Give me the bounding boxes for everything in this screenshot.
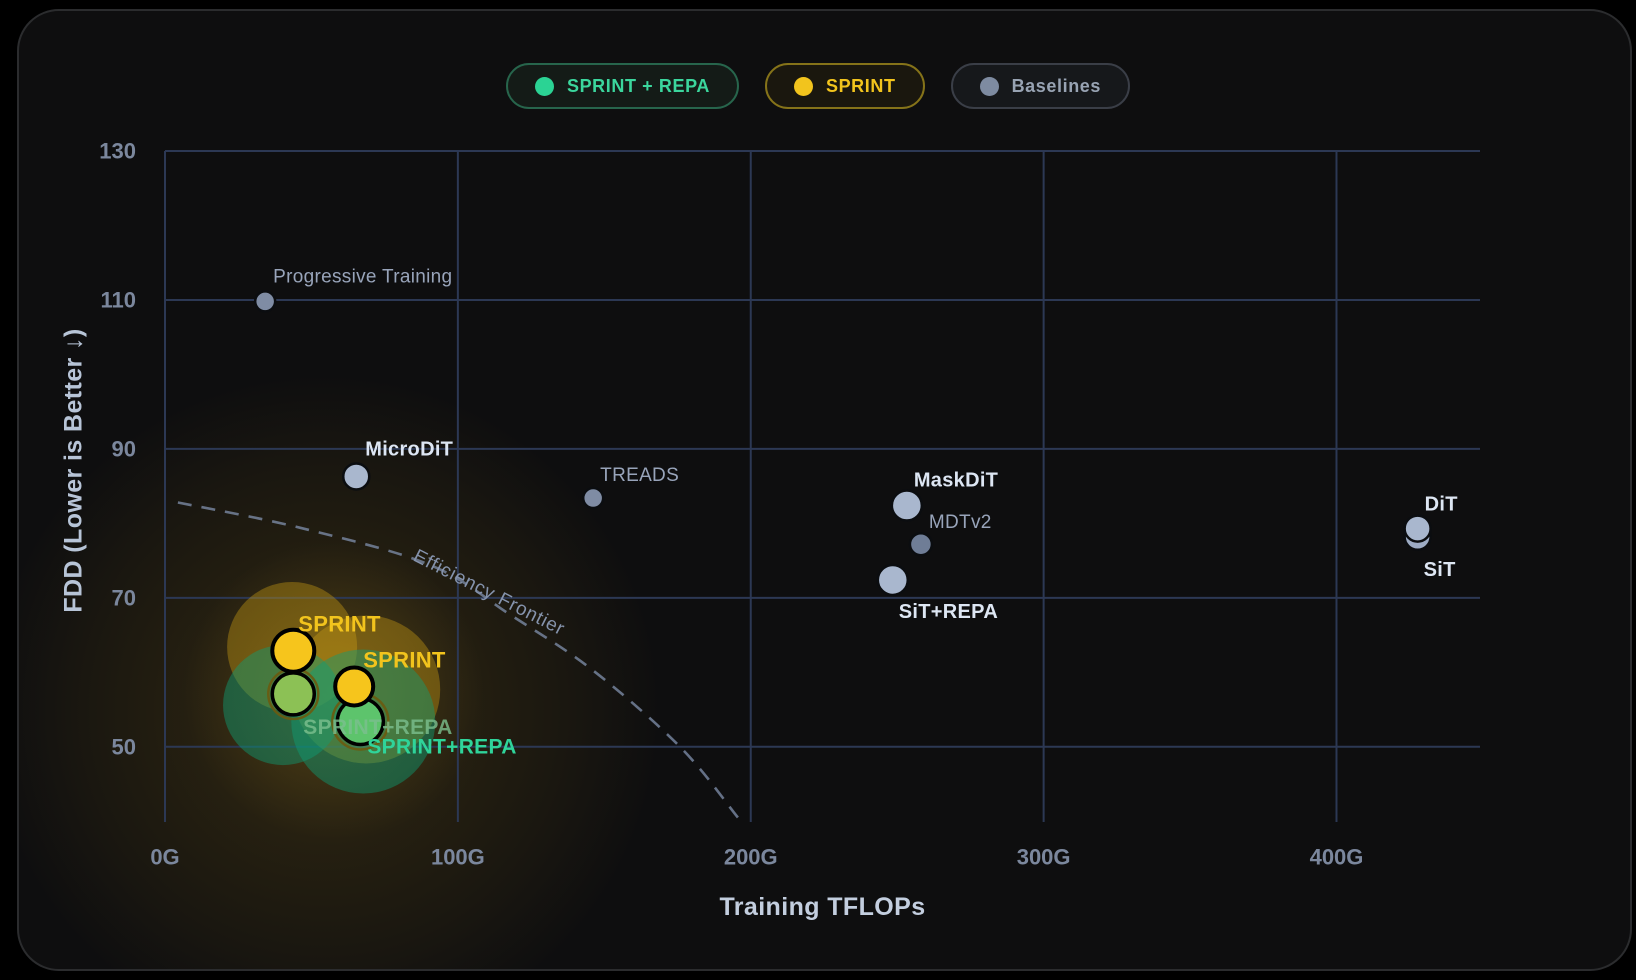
efficiency-frontier-label: Efficiency Frontier — [410, 546, 568, 640]
x-tick-300G: 300G — [1017, 845, 1071, 870]
point-sprint-repa[interactable] — [270, 671, 317, 717]
point-label-maskdit: MaskDiT — [914, 469, 998, 491]
x-axis-title: Training TFLOPs — [719, 893, 926, 921]
legend-chip-sprint[interactable]: SPRINT — [764, 63, 925, 109]
point-maskdit[interactable] — [890, 489, 924, 522]
y-tick-130: 130 — [99, 139, 136, 164]
point-label-sit-repa: SiT+REPA — [899, 601, 998, 623]
x-tick-400G: 400G — [1310, 845, 1364, 870]
legend-chip-sprint-repa[interactable]: SPRINT + REPA — [505, 63, 739, 109]
point-label-microdit: MicroDiT — [365, 438, 453, 460]
legend: SPRINT + REPA SPRINT Baselines — [0, 63, 1636, 109]
x-tick-100G: 100G — [431, 845, 485, 870]
baselines-dot-icon — [979, 76, 999, 96]
point-mdtv2[interactable] — [908, 531, 934, 557]
efficiency-frontier-curve — [177, 501, 739, 819]
point-label-treads: TREADS — [600, 465, 679, 486]
y-tick-90: 90 — [112, 436, 136, 461]
point-label-sprint: SPRINT — [363, 647, 446, 672]
point-label-sprint-repa: SPRINT+REPA — [367, 735, 516, 758]
y-axis-title: FDD (Lower is Better ↓) — [59, 328, 88, 613]
point-label-dit: DiT — [1425, 494, 1458, 516]
y-tick-70: 70 — [112, 585, 136, 610]
point-label-mdtv2: MDTv2 — [929, 512, 992, 533]
point-sit-repa[interactable] — [876, 563, 910, 597]
y-tick-110: 110 — [101, 287, 137, 312]
legend-label-baselines: Baselines — [1011, 75, 1102, 96]
point-sprint[interactable] — [333, 665, 376, 708]
sprint-repa-dot-icon — [534, 76, 554, 96]
point-sprint[interactable] — [270, 627, 317, 674]
x-tick-200G: 200G — [724, 845, 778, 870]
point-label-sit: SiT — [1424, 559, 1456, 581]
point-progressive-training[interactable] — [253, 290, 277, 313]
point-dit[interactable] — [1403, 514, 1432, 543]
legend-label-sprint: SPRINT — [825, 75, 896, 96]
legend-label-sprint-repa: SPRINT + REPA — [566, 75, 710, 96]
point-microdit[interactable] — [341, 462, 371, 491]
point-label-progressive-training: Progressive Training — [273, 266, 452, 287]
point-label-sprint-repa: SPRINT+REPA — [303, 716, 452, 739]
point-treads[interactable] — [581, 486, 605, 510]
x-tick-0G: 0G — [150, 845, 179, 870]
point-label-sprint: SPRINT — [298, 612, 381, 637]
legend-chip-baselines[interactable]: Baselines — [950, 63, 1131, 109]
sprint-dot-icon — [793, 76, 813, 96]
y-tick-50: 50 — [112, 734, 136, 759]
